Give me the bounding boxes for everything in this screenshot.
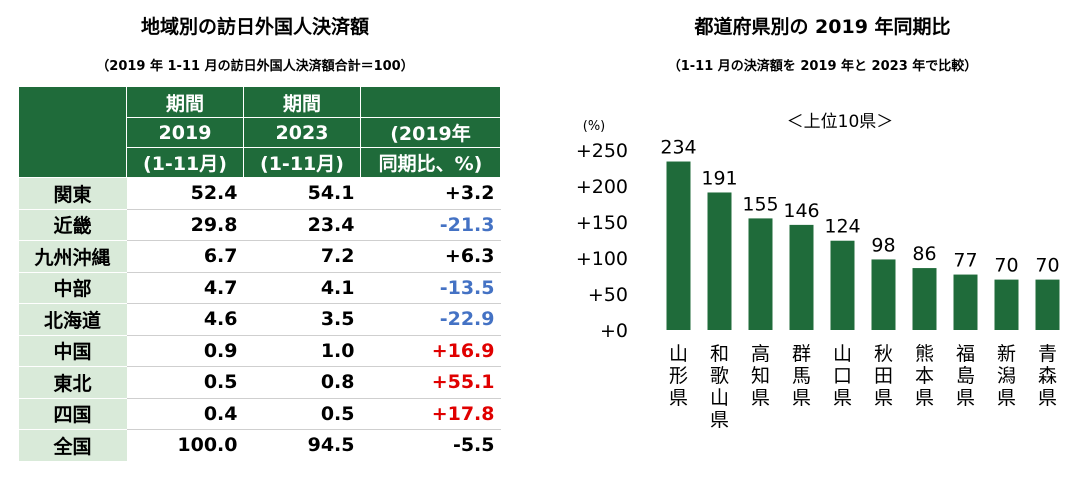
value-2023: 4.1 bbox=[243, 272, 361, 304]
region-name: 中部 bbox=[18, 272, 127, 304]
bar bbox=[789, 224, 814, 330]
value-2023: 3.5 bbox=[243, 303, 361, 336]
bar bbox=[830, 240, 855, 330]
table-row: 中国 0.9 1.0 +16.9 bbox=[18, 335, 501, 367]
table-row: 中部 4.7 4.1 -13.5 bbox=[18, 272, 501, 304]
value-2019: 0.5 bbox=[126, 366, 244, 399]
table-row: 近畿 29.8 23.4 -21.3 bbox=[18, 209, 501, 241]
y-axis-unit: (%) bbox=[583, 119, 606, 134]
bar-value-label: 234 bbox=[660, 137, 696, 159]
bar bbox=[666, 161, 691, 330]
bar bbox=[953, 274, 978, 330]
y-tick-label: +200 bbox=[576, 176, 628, 198]
value-2019: 29.8 bbox=[126, 209, 244, 241]
value-2019: 4.6 bbox=[126, 303, 244, 336]
header-year-2023: 2023 bbox=[243, 117, 361, 148]
y-tick-label: +100 bbox=[576, 248, 628, 270]
value-2019: 6.7 bbox=[126, 240, 244, 273]
region-name: 四国 bbox=[18, 398, 127, 430]
y-tick-label: +250 bbox=[576, 140, 628, 162]
left-subtitle: （2019 年 1-11 月の訪日外国人決済額合計＝100） bbox=[96, 59, 414, 74]
value-2023: 94.5 bbox=[307, 434, 355, 457]
x-tick-label: 群馬県 bbox=[792, 343, 811, 409]
region-name: 全国 bbox=[18, 429, 127, 461]
bar bbox=[871, 259, 896, 330]
bar-value-label: 77 bbox=[953, 250, 977, 272]
table-row: 全国 100.0 94.5 -5.5 bbox=[18, 429, 501, 461]
change-percent: -13.5 bbox=[360, 272, 501, 304]
change-percent: -22.9 bbox=[360, 303, 501, 336]
change-percent: +16.9 bbox=[360, 335, 501, 367]
prefecture-bar-chart: (%) ＜上位10県＞ +0 +50 +100 +150 +200 +250 234 山形県 191… bbox=[576, 112, 1060, 431]
table-row: 九州沖縄 6.7 7.2 +6.3 bbox=[18, 240, 501, 273]
bar bbox=[912, 268, 937, 330]
value-2023: 0.8 bbox=[243, 366, 361, 399]
header-year-2019: 2019 bbox=[126, 117, 244, 148]
change-percent: +17.8 bbox=[360, 398, 501, 430]
header-range-2023: (1-11月) bbox=[243, 147, 361, 178]
header-range-2019: (1-11月) bbox=[126, 147, 244, 178]
header-period-2019: 期間 bbox=[126, 86, 244, 118]
value-2023: 7.2 bbox=[243, 240, 361, 273]
y-tick-label: +50 bbox=[588, 284, 628, 306]
table-row: 東北 0.5 0.8 +55.1 bbox=[18, 366, 501, 399]
bar-value-label: 124 bbox=[824, 216, 860, 238]
bar-value-label: 86 bbox=[912, 243, 936, 265]
value-2019: 4.7 bbox=[126, 272, 244, 304]
bar-value-label: 155 bbox=[742, 193, 778, 215]
y-tick-label: +0 bbox=[600, 320, 628, 342]
region-name: 中国 bbox=[18, 335, 127, 367]
change-percent: -21.3 bbox=[360, 209, 501, 241]
bar bbox=[1035, 279, 1060, 330]
x-tick-label: 山口県 bbox=[833, 343, 852, 409]
bar-value-label: 70 bbox=[994, 255, 1018, 277]
x-tick-label: 熊本県 bbox=[915, 343, 934, 409]
change-percent: +6.3 bbox=[360, 240, 501, 273]
value-2019: 52.4 bbox=[126, 177, 244, 210]
value-2019: 0.4 bbox=[126, 398, 244, 430]
x-tick-label: 福島県 bbox=[956, 343, 975, 409]
bar-value-label: 70 bbox=[1035, 255, 1059, 277]
region-name: 北海道 bbox=[18, 303, 127, 336]
region-name: 東北 bbox=[18, 366, 127, 399]
change-percent: +3.2 bbox=[360, 177, 501, 210]
x-tick-label: 高知県 bbox=[751, 343, 770, 409]
bar-value-label: 191 bbox=[701, 167, 737, 189]
region-name: 近畿 bbox=[18, 209, 127, 241]
value-2019: 0.9 bbox=[126, 335, 244, 367]
chart-title: 都道府県別の 2019 年同期比 bbox=[694, 16, 951, 38]
bar-value-label: 146 bbox=[783, 200, 819, 222]
bar bbox=[748, 218, 773, 330]
x-tick-label: 秋田県 bbox=[874, 343, 893, 409]
region-table: 期間 期間 2019 2023 (2019年 (1-11月) (1-11月) 同… bbox=[18, 86, 501, 461]
value-2019: 100.0 bbox=[177, 434, 238, 457]
region-name: 関東 bbox=[18, 177, 127, 210]
y-tick-label: +150 bbox=[576, 212, 628, 234]
value-2023: 23.4 bbox=[243, 209, 361, 241]
x-tick-label: 和歌山県 bbox=[710, 343, 729, 431]
bar bbox=[707, 192, 732, 330]
header-change-line2: 同期比、%) bbox=[360, 147, 501, 178]
table-row: 四国 0.4 0.5 +17.8 bbox=[18, 398, 501, 430]
value-2023: 1.0 bbox=[243, 335, 361, 367]
header-period-2023: 期間 bbox=[243, 86, 361, 118]
bar-value-label: 98 bbox=[871, 234, 895, 256]
x-tick-label: 青森県 bbox=[1038, 343, 1057, 409]
bar bbox=[994, 279, 1019, 330]
value-2023: 0.5 bbox=[243, 398, 361, 430]
left-title: 地域別の訪日外国人決済額 bbox=[140, 16, 369, 38]
chart-subtitle: （1-11 月の決済額を 2019 年と 2023 年で比較） bbox=[667, 59, 978, 74]
x-tick-label: 山形県 bbox=[669, 343, 688, 409]
change-percent: +55.1 bbox=[360, 366, 501, 399]
value-2023: 54.1 bbox=[243, 177, 361, 210]
x-tick-label: 新潟県 bbox=[997, 343, 1016, 409]
header-blank bbox=[360, 86, 501, 118]
chart-annotation: ＜上位10県＞ bbox=[787, 112, 894, 132]
table-row: 関東 52.4 54.1 +3.2 bbox=[18, 177, 501, 210]
header-region bbox=[18, 86, 127, 178]
table-row: 北海道 4.6 3.5 -22.9 bbox=[18, 303, 501, 336]
header-change-line1: (2019年 bbox=[360, 117, 501, 148]
change-percent: -5.5 bbox=[452, 434, 495, 457]
region-name: 九州沖縄 bbox=[18, 240, 127, 273]
